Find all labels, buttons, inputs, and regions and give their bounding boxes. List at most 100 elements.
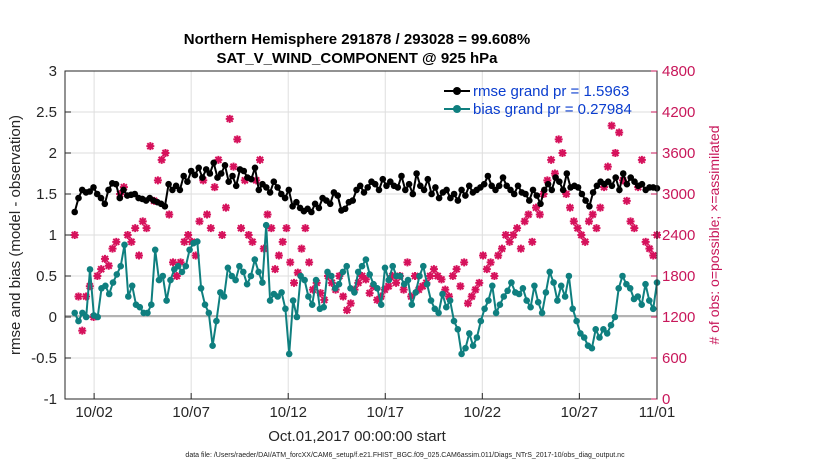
bias-marker	[458, 350, 465, 358]
y-axis-right-label: # of obs: o=possible; ×=assimilated	[706, 125, 722, 344]
obs-assimilated-marker	[516, 244, 525, 253]
obs-assimilated-marker	[528, 237, 537, 246]
rmse-marker	[360, 189, 368, 196]
obs-assimilated-marker	[569, 217, 578, 226]
bias-marker	[446, 297, 454, 304]
rmse-marker	[522, 190, 529, 198]
bias-marker	[293, 313, 301, 321]
obs-assimilated-marker	[308, 285, 317, 294]
obs-assimilated-marker	[153, 176, 162, 185]
bias-marker	[592, 326, 599, 333]
rmse-marker	[165, 180, 172, 188]
obs-assimilated-marker	[554, 135, 563, 144]
rmse-marker	[428, 190, 435, 198]
bias-marker	[408, 301, 416, 309]
bias-marker	[75, 317, 82, 325]
obs-assimilated-marker	[547, 155, 556, 164]
obs-assimilated-marker	[607, 121, 616, 130]
bias-marker	[289, 297, 297, 304]
obs-assimilated-marker	[180, 237, 189, 246]
obs-assimilated-marker	[146, 142, 155, 151]
bias-marker	[569, 305, 576, 313]
bias-marker	[167, 276, 174, 284]
rmse-marker	[341, 205, 349, 213]
bias-marker	[144, 309, 151, 317]
obs-assimilated-marker	[388, 272, 397, 280]
obs-assimilated-marker	[596, 203, 605, 212]
obs-assimilated-marker	[85, 282, 94, 291]
obs-assimilated-marker	[630, 224, 639, 233]
rmse-marker	[586, 203, 593, 210]
rmse-marker	[526, 197, 533, 204]
bias-marker	[251, 256, 259, 263]
obs-assimilated-marker	[290, 278, 299, 287]
y-left-tick-label: -1	[44, 391, 57, 408]
bias-marker	[469, 342, 477, 350]
bias-marker	[121, 241, 128, 249]
obs-assimilated-marker	[445, 292, 454, 301]
rmse-marker	[443, 186, 450, 194]
obs-assimilated-marker	[486, 258, 495, 267]
y-left-tick-label: 2.5	[36, 104, 57, 121]
bias-marker	[102, 282, 109, 290]
obs-assimilated-marker	[615, 128, 624, 137]
rmse-marker	[180, 172, 187, 180]
bias-marker	[343, 262, 351, 270]
bias-marker	[224, 264, 232, 272]
bias-marker	[435, 309, 442, 317]
bias-marker	[504, 287, 511, 295]
obs-assimilated-marker	[335, 272, 344, 280]
obs-assimilated-marker	[532, 203, 541, 212]
bias-marker	[109, 279, 117, 286]
bias-marker	[534, 298, 542, 306]
x-tick-label: 10/27	[561, 404, 599, 421]
bias-marker	[496, 301, 504, 309]
obs-assimilated-marker	[176, 258, 185, 267]
obs-assimilated-marker	[297, 244, 306, 253]
obs-assimilated-marker	[490, 272, 499, 280]
bias-marker	[312, 276, 320, 284]
bias-marker	[182, 262, 190, 270]
obs-assimilated-marker	[161, 149, 170, 157]
obs-assimilated-marker	[380, 285, 389, 294]
obs-assimilated-marker	[97, 265, 106, 274]
rmse-marker	[229, 172, 236, 180]
obs-assimilated-marker	[354, 278, 363, 287]
bias-marker	[626, 285, 634, 292]
obs-assimilated-marker	[104, 261, 113, 270]
bias-marker	[646, 297, 653, 304]
rmse-marker	[435, 194, 443, 202]
obs-assimilated-marker	[240, 176, 249, 185]
bias-marker	[638, 301, 645, 309]
y-right-tick-label: 3600	[662, 145, 695, 162]
rmse-marker	[616, 186, 623, 194]
bias-marker	[86, 266, 94, 273]
bias-marker	[354, 268, 362, 276]
bias-marker	[351, 289, 358, 296]
obs-assimilated-marker	[286, 258, 295, 267]
bias-marker	[397, 272, 404, 280]
rmse-marker	[349, 197, 357, 204]
bias-marker	[266, 297, 274, 304]
obs-assimilated-marker	[588, 210, 597, 219]
bias-marker	[197, 285, 205, 292]
obs-assimilated-marker	[437, 275, 446, 284]
bias-marker	[381, 264, 389, 272]
bias-marker	[82, 313, 90, 321]
obs-assimilated-marker	[376, 292, 385, 301]
bias-marker	[125, 293, 132, 300]
obs-assimilated-marker	[131, 224, 140, 233]
bias-marker	[557, 282, 565, 290]
bias-marker	[205, 309, 213, 317]
bias-marker	[339, 268, 347, 276]
obs-assimilated-marker	[282, 224, 291, 233]
obs-assimilated-marker	[206, 224, 215, 233]
obs-assimilated-marker	[618, 176, 627, 185]
obs-assimilated-marker	[562, 190, 571, 198]
obs-assimilated-marker	[452, 265, 461, 274]
obs-assimilated-marker	[460, 258, 469, 267]
bias-marker	[194, 238, 201, 245]
obs-assimilated-marker	[346, 299, 355, 308]
obs-assimilated-marker	[267, 224, 276, 233]
legend-rmse-label: rmse grand pr = 1.5963	[473, 83, 629, 100]
